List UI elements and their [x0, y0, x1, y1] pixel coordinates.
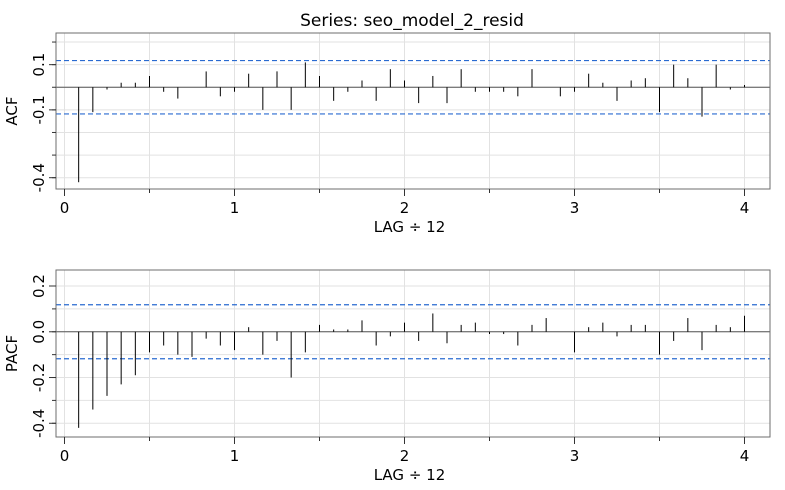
acf-x-tick-label: 1 [230, 199, 240, 217]
pacf-x-tick-label: 0 [60, 447, 70, 465]
pacf-x-tick-label: 3 [570, 447, 580, 465]
acf-y-tick-label: -0.4 [30, 163, 48, 192]
pacf-x-tick-label: 4 [740, 447, 750, 465]
pacf-plot-frame [55, 269, 771, 438]
pacf-x-tick-label: 2 [400, 447, 410, 465]
acf-x-tick-label: 3 [570, 199, 580, 217]
acf-y-tick-label: -0.1 [30, 95, 48, 124]
acf-panel: 0 1 2 3 4 -0.4 -0.1 0.1 LAG ÷ 12 ACF [3, 32, 771, 236]
acf-y-axis-label: ACF [3, 96, 21, 125]
acf-y-tick-label: 0.1 [30, 53, 48, 77]
pacf-x-axis-label: LAG ÷ 12 [374, 466, 446, 484]
acf-x-tick-label: 4 [740, 199, 750, 217]
chart-title: Series: seo_model_2_resid [300, 11, 524, 31]
acf-x-tick-label: 2 [400, 199, 410, 217]
pacf-y-tick-label: -0.2 [30, 363, 48, 392]
acf-plot-frame [55, 32, 771, 190]
acf-x-tick-label: 0 [60, 199, 70, 217]
pacf-y-tick-label: 0.2 [30, 274, 48, 298]
pacf-y-tick-label: 0.0 [30, 320, 48, 344]
pacf-x-tick-label: 1 [230, 447, 240, 465]
acf-x-axis-label: LAG ÷ 12 [374, 218, 446, 236]
pacf-y-tick-label: -0.4 [30, 409, 48, 438]
pacf-panel: 0 1 2 3 4 -0.4 -0.2 0.0 0.2 LAG ÷ 12 PACF [3, 269, 771, 484]
pacf-y-axis-label: PACF [3, 335, 21, 372]
